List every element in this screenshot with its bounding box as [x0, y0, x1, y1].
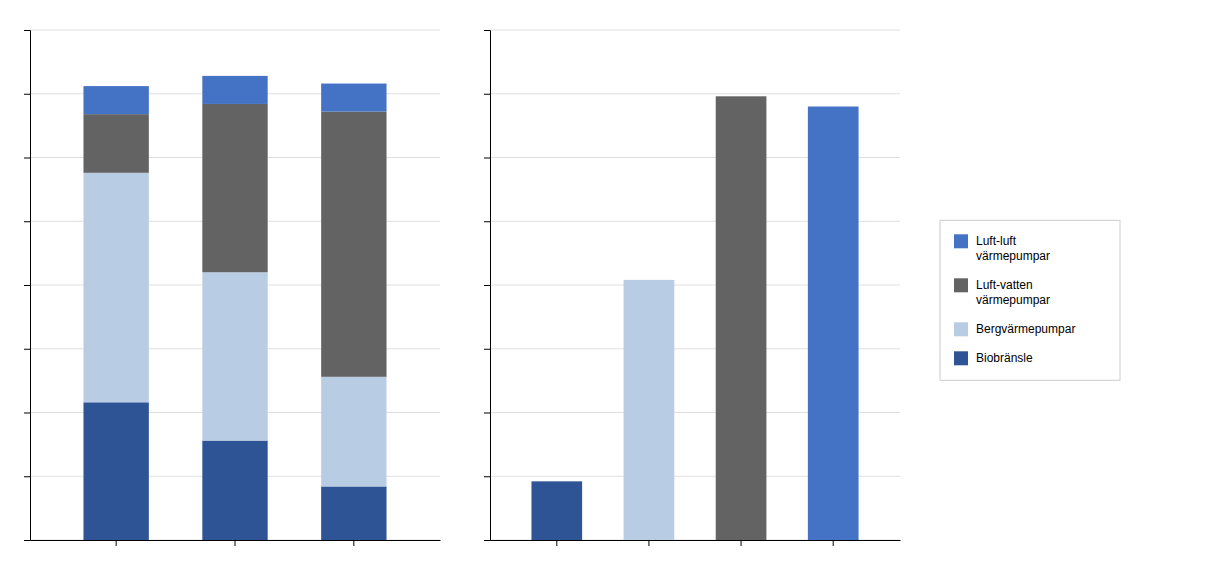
tick-mark — [833, 540, 834, 546]
bar-segment — [321, 377, 386, 487]
tick-mark — [235, 540, 236, 546]
legend-swatch — [954, 234, 968, 248]
tick — [556, 540, 557, 546]
bar-segment — [202, 272, 267, 440]
tick — [353, 540, 354, 546]
marks — [83, 76, 386, 540]
tick — [484, 285, 490, 286]
legend-label: Luft-vattenvärmepumpar — [976, 278, 1050, 307]
tick-mark — [24, 413, 30, 414]
tick — [116, 540, 117, 546]
bar-segment — [202, 104, 267, 272]
legend-label: Bergvärmepumpar — [976, 322, 1075, 336]
chart-root: Luft-luftvärmepumpar Luft-vattenvärmepump… — [0, 0, 1223, 582]
tick-mark — [24, 30, 30, 31]
tick — [24, 30, 30, 31]
tick — [484, 94, 490, 95]
tick-mark — [484, 30, 490, 31]
axis-line — [491, 540, 901, 541]
tick — [484, 349, 490, 350]
legend-swatch — [954, 322, 968, 336]
tick-mark — [556, 540, 557, 546]
tick — [484, 413, 490, 414]
tick — [24, 285, 30, 286]
grid-line — [30, 30, 440, 31]
tick-mark — [741, 540, 742, 546]
tick — [741, 540, 742, 546]
tick — [24, 158, 30, 159]
legend-label: Biobränsle — [976, 351, 1033, 365]
tick — [648, 540, 649, 546]
tick-mark — [24, 221, 30, 222]
tick — [484, 476, 490, 477]
grid-line — [490, 93, 900, 94]
series — [83, 104, 386, 377]
marks — [531, 96, 858, 540]
axis-line — [484, 31, 491, 541]
series — [83, 76, 386, 114]
tick — [24, 413, 30, 414]
legend-swatch — [954, 351, 968, 365]
tick-mark — [484, 285, 490, 286]
bar-segment — [321, 84, 386, 112]
tick — [24, 476, 30, 477]
bar — [716, 96, 767, 540]
tick — [24, 349, 30, 350]
tick-mark — [24, 476, 30, 477]
bar-segment — [83, 114, 148, 173]
tick-mark — [24, 158, 30, 159]
panel — [484, 30, 901, 546]
tick-mark — [353, 540, 354, 546]
legend-item: Bergvärmepumpar — [954, 322, 1075, 336]
y-axis — [484, 31, 491, 541]
tick-mark — [24, 94, 30, 95]
bar — [808, 107, 859, 541]
legend: Luft-luftvärmepumpar Luft-vattenvärmepump… — [940, 220, 1120, 380]
grid-line — [490, 30, 900, 31]
tick — [484, 221, 490, 222]
bar-segment — [202, 441, 267, 540]
bar-segment — [321, 486, 386, 540]
tick — [24, 540, 30, 541]
bar-segment — [321, 112, 386, 377]
y-axis — [24, 31, 31, 541]
tick-mark — [24, 540, 30, 541]
legend-swatch — [954, 278, 968, 292]
bar — [531, 481, 582, 540]
tick-mark — [484, 349, 490, 350]
legend-box — [940, 220, 1120, 380]
grid — [490, 30, 900, 540]
tick — [24, 221, 30, 222]
tick-mark — [484, 540, 490, 541]
panel — [24, 30, 441, 546]
legend-item: Luft-luftvärmepumpar — [954, 234, 1050, 263]
bar-segment — [202, 76, 267, 104]
bar-segment — [83, 402, 148, 540]
legend-label: Luft-luftvärmepumpar — [976, 234, 1050, 263]
grid — [30, 30, 440, 540]
tick-mark — [24, 285, 30, 286]
tick — [484, 540, 490, 541]
tick-mark — [484, 413, 490, 414]
bar-segment — [83, 173, 148, 402]
tick — [24, 94, 30, 95]
tick — [484, 30, 490, 31]
tick — [833, 540, 834, 546]
tick-mark — [116, 540, 117, 546]
tick — [484, 158, 490, 159]
tick-mark — [648, 540, 649, 546]
legend-item: Luft-vattenvärmepumpar — [954, 278, 1050, 307]
bar — [624, 280, 675, 540]
tick-mark — [484, 221, 490, 222]
bar-segment — [83, 86, 148, 114]
tick-mark — [484, 158, 490, 159]
x-axis — [491, 540, 901, 546]
tick-mark — [484, 94, 490, 95]
tick — [235, 540, 236, 546]
axis-line — [24, 31, 31, 541]
tick-mark — [484, 476, 490, 477]
legend-item: Biobränsle — [954, 351, 1033, 365]
tick-mark — [24, 349, 30, 350]
x-axis — [31, 540, 441, 546]
